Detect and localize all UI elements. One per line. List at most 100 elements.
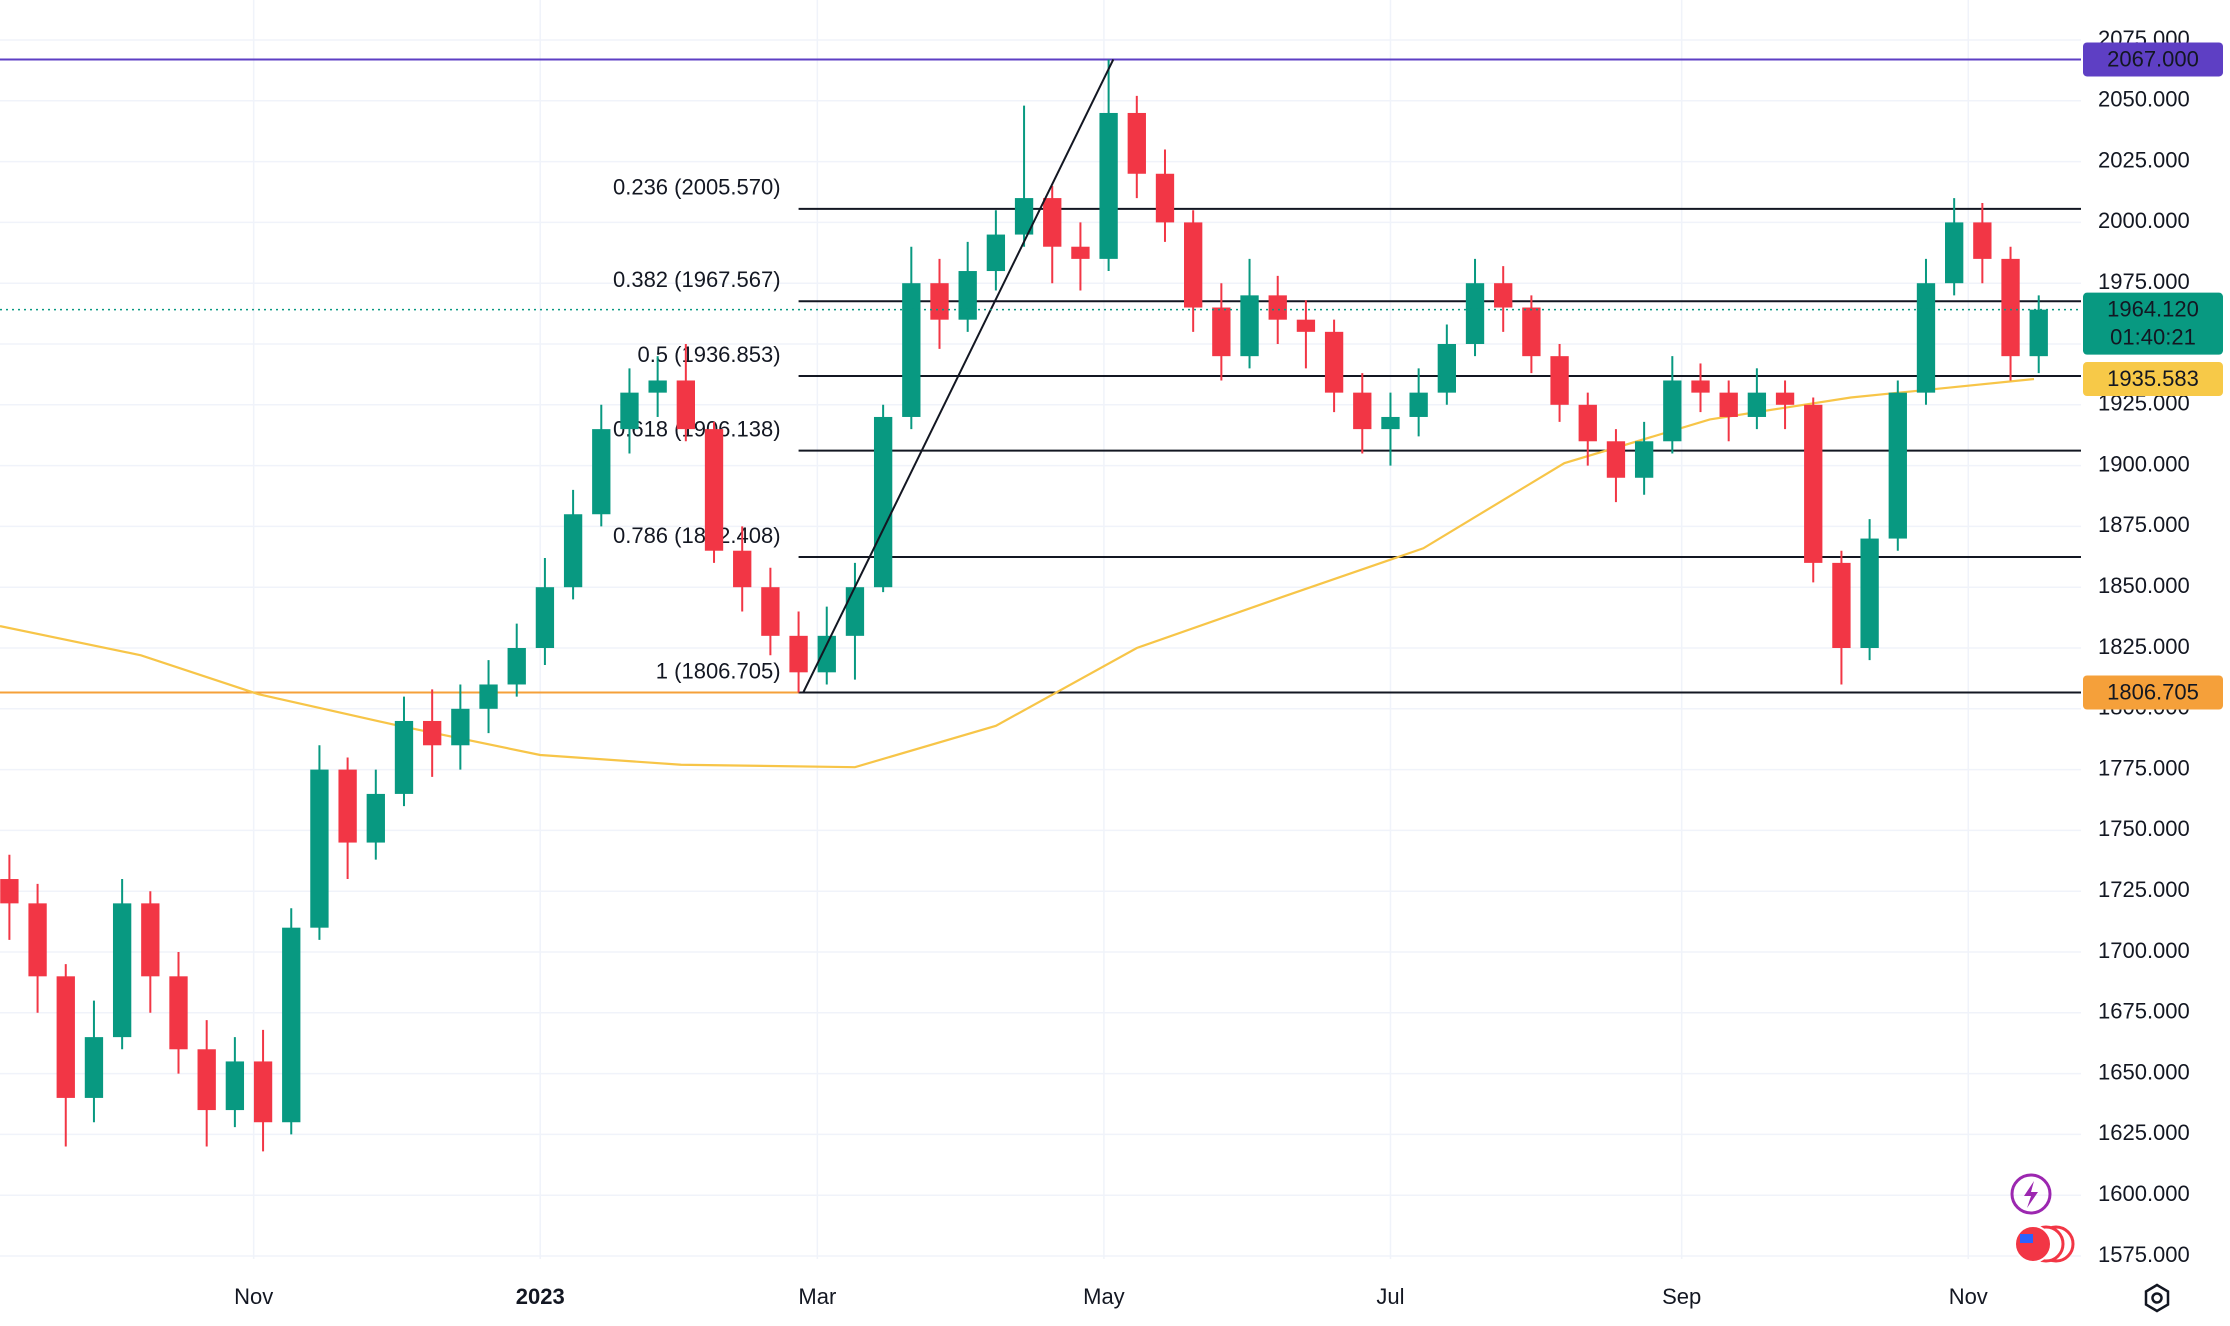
fib-label: 0.382 (1967.567): [613, 267, 781, 292]
y-tick-label: 1775.000: [2098, 755, 2190, 780]
settings-icon[interactable]: [2144, 1283, 2170, 1313]
candle-body: [141, 903, 160, 977]
trend-line: [802, 59, 1115, 693]
candle-body: [84, 1037, 104, 1098]
y-tick-label: 1600.000: [2098, 1181, 2190, 1206]
y-tick-label: 1650.000: [2098, 1059, 2190, 1084]
candle-body: [817, 635, 836, 673]
candle-body: [1043, 198, 1062, 247]
candle-body: [197, 1049, 216, 1111]
y-tick-label: 1575.000: [2098, 1242, 2190, 1267]
candle-body: [1353, 392, 1372, 430]
fib-label: 0.786 (1862.408): [613, 523, 781, 548]
settings-center: [2151, 1292, 2163, 1304]
candle-body: [1691, 380, 1710, 393]
candle-body: [1522, 307, 1541, 357]
candle-body: [1973, 222, 1992, 259]
y-tick-label: 2050.000: [2098, 87, 2190, 112]
candle-body: [1071, 246, 1090, 259]
candle-body: [1719, 392, 1738, 417]
last-price-label: 1964.120: [2107, 296, 2199, 321]
candle-body: [56, 976, 75, 1098]
x-tick-label: 2023: [516, 1284, 565, 1309]
candle-body: [958, 271, 977, 320]
candle-body: [169, 976, 188, 1050]
candle-body: [1578, 404, 1597, 442]
lightning-bolt: [2024, 1181, 2038, 1208]
candle-body: [1945, 222, 1964, 284]
candle-body: [845, 587, 865, 636]
candle-body: [1465, 283, 1485, 344]
x-tick-label: May: [1083, 1284, 1125, 1309]
fib-label: 0.618 (1906.138): [613, 416, 781, 441]
candle-body: [930, 283, 949, 320]
flag-icon[interactable]: [2014, 1225, 2052, 1263]
flag-canton: [2020, 1234, 2033, 1243]
x-tick-label: Sep: [1662, 1284, 1701, 1309]
candle-body: [676, 380, 695, 430]
candle-body: [0, 879, 19, 904]
candle-body: [563, 514, 583, 588]
candle-body: [1381, 416, 1400, 430]
candle-body: [253, 1061, 273, 1123]
x-tick-label: Mar: [798, 1284, 836, 1309]
candle-body: [733, 550, 752, 588]
candle-body: [1099, 112, 1118, 259]
candle-body: [1437, 344, 1456, 393]
candle-body: [394, 720, 414, 794]
candle-body: [1268, 295, 1287, 320]
lightning-icon[interactable]: [2010, 1173, 2052, 1215]
candle-body: [1804, 404, 1823, 563]
candle-body: [761, 587, 780, 636]
candle-body: [1127, 112, 1146, 174]
candle-body: [2029, 309, 2048, 357]
candle-body: [1324, 331, 1344, 393]
candle-body: [225, 1061, 245, 1111]
candle-body: [1663, 380, 1682, 442]
candle-body: [451, 708, 470, 746]
candle-body: [1409, 392, 1428, 417]
countdown-label: 01:40:21: [2110, 324, 2196, 349]
y-tick-label: 2000.000: [2098, 208, 2190, 233]
fib-label: 0.236 (2005.570): [613, 175, 781, 200]
candle-body: [1155, 173, 1175, 223]
candle-body: [112, 903, 132, 1038]
price-badge: [2083, 42, 2223, 77]
y-tick-label: 1875.000: [2098, 512, 2190, 537]
candle-body: [1494, 283, 1513, 308]
candle-body: [620, 392, 639, 430]
last-price-badge: [2083, 292, 2223, 355]
y-tick-label: 1750.000: [2098, 816, 2190, 841]
y-tick-label: 1675.000: [2098, 999, 2190, 1024]
candle-body: [1296, 319, 1316, 332]
price-badge: [2083, 362, 2223, 397]
x-tick-label: Nov: [1949, 1284, 1988, 1309]
candle-body: [423, 720, 442, 746]
candle-body: [28, 903, 47, 977]
y-tick-label: 1725.000: [2098, 877, 2190, 902]
y-tick-label: 1850.000: [2098, 573, 2190, 598]
x-tick-label: Jul: [1376, 1284, 1404, 1309]
candle-body: [1916, 283, 1936, 393]
candle-body: [1860, 538, 1879, 648]
candle-body: [1240, 295, 1259, 357]
fib-label: 0.5 (1936.853): [637, 342, 780, 367]
fib-label: 1 (1806.705): [656, 658, 781, 683]
y-tick-label: 1625.000: [2098, 1120, 2190, 1145]
price-badge-label: 2067.000: [2107, 46, 2199, 71]
candle-body: [902, 283, 921, 417]
moving-average: [0, 377, 2035, 769]
candle-body: [648, 380, 667, 393]
candle-body: [507, 648, 526, 685]
price-badge-label: 1806.705: [2107, 679, 2199, 704]
price-badge-label: 1935.583: [2107, 366, 2199, 391]
y-tick-label: 1975.000: [2098, 269, 2190, 294]
candle-body: [1775, 392, 1795, 405]
candle-body: [1606, 441, 1626, 478]
candle-body: [1184, 222, 1203, 308]
candle-body: [338, 769, 357, 843]
candle-body: [2001, 258, 2020, 357]
candle-body: [1014, 198, 1034, 235]
candle-body: [1212, 307, 1231, 357]
